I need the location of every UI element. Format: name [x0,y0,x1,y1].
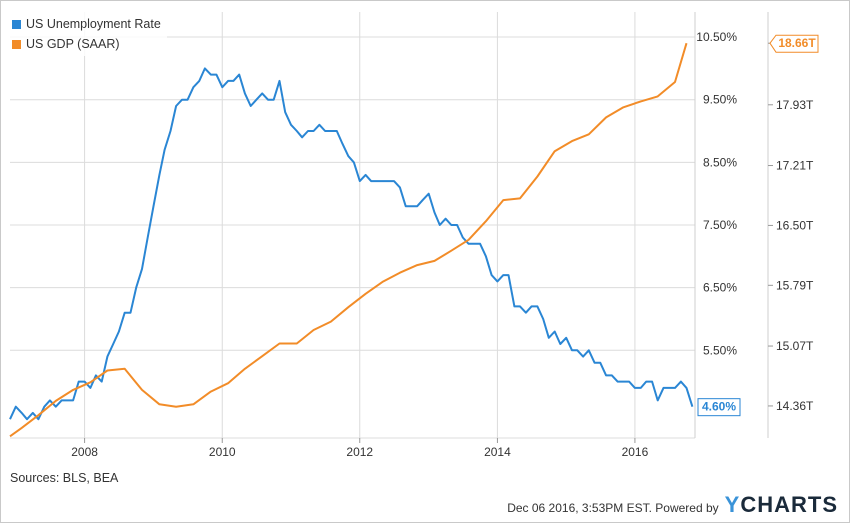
y-left-tick-label: 10.50% [696,30,737,44]
y-left-tick-label: 7.50% [703,218,737,232]
legend-swatch-unemployment [12,19,21,29]
y-right-tick-label: 14.36T [776,399,814,413]
chart-legend: US Unemployment Rate US GDP (SAAR) [8,12,167,56]
ycharts-logo[interactable]: YCHARTS [725,492,838,518]
y-left-tick-label: 5.50% [703,343,737,357]
ycharts-logo-y: Y [724,492,741,517]
x-tick-label: 2008 [71,445,98,459]
y-right-tick-label: 17.93T [776,98,814,112]
x-tick-label: 2012 [346,445,373,459]
unemployment-end-callout-box [697,398,741,417]
y-right-tick-label: 17.21T [776,159,814,173]
y-right-tick-label: 15.07T [776,339,814,353]
x-tick-label: 2014 [484,445,511,459]
sources-note: Sources: BLS, BEA [10,471,119,485]
unemployment-series-line [9,67,694,421]
y-left-tick-label: 9.50% [703,93,737,107]
unemployment-end-value: 4.60% [702,400,736,414]
footer-credit: Dec 06 2016, 3:53PM EST. Powered by YCHA… [507,492,838,518]
y-left-tick-label: 8.50% [703,155,737,169]
gdp-series-line [9,42,688,438]
legend-label-unemployment: US Unemployment Rate [26,17,161,31]
ycharts-logo-text: CHARTS [740,492,838,517]
legend-swatch-gdp [12,39,21,49]
y-left-tick-label: 6.50% [703,281,737,295]
gdp-end-value: 18.66T [778,36,816,50]
legend-item-gdp[interactable]: US GDP (SAAR) [12,34,161,54]
x-tick-label: 2016 [622,445,649,459]
y-right-tick-label: 15.79T [776,278,814,292]
y-right-tick-label: 16.50T [776,218,814,232]
legend-label-gdp: US GDP (SAAR) [26,37,120,51]
x-tick-label: 2010 [209,445,236,459]
legend-item-unemployment[interactable]: US Unemployment Rate [12,14,161,34]
gdp-end-callout-box [769,34,819,53]
timestamp-text: Dec 06 2016, 3:53PM EST. Powered by [507,501,719,515]
